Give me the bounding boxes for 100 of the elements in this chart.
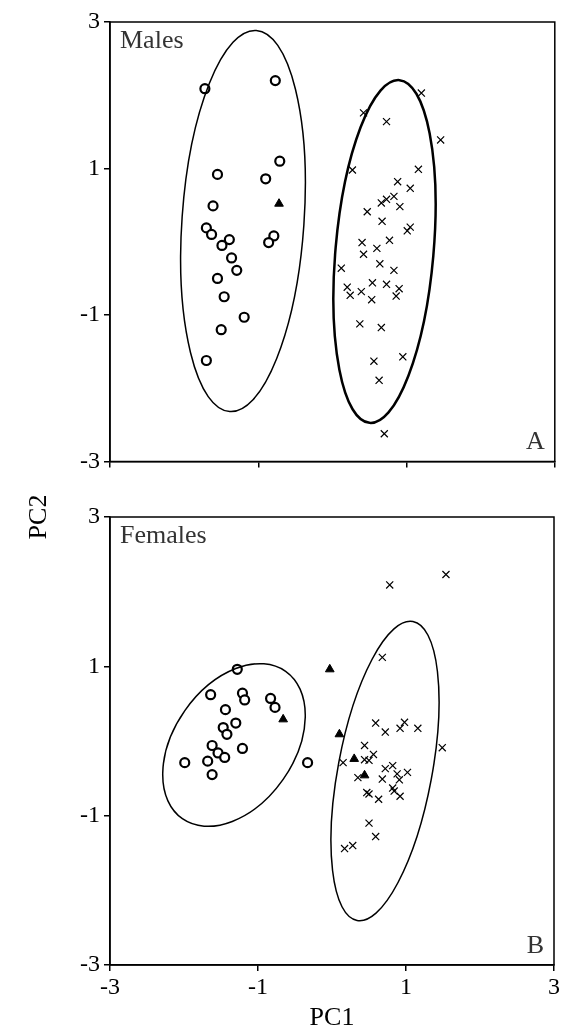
- point: [211, 272, 224, 285]
- point: [360, 755, 369, 764]
- point: [372, 244, 382, 253]
- point: [374, 376, 384, 385]
- point: [403, 768, 412, 777]
- point: [239, 694, 251, 706]
- y-tick-label: 3: [88, 502, 100, 529]
- point: [375, 259, 384, 268]
- point: [274, 155, 286, 167]
- point: [369, 357, 379, 366]
- point: [380, 429, 389, 438]
- point: [360, 741, 369, 750]
- x-tick-label: -1: [248, 972, 268, 999]
- point: [334, 728, 345, 738]
- point: [340, 844, 349, 853]
- point: [362, 788, 371, 797]
- point: [377, 323, 386, 332]
- point: [223, 234, 235, 246]
- point: [390, 786, 399, 796]
- point: [367, 295, 376, 304]
- x-tick-label: 3: [548, 972, 560, 999]
- point: [301, 757, 314, 769]
- point: [338, 758, 348, 767]
- point: [231, 264, 243, 276]
- annotation: Males: [120, 24, 184, 54]
- y-tick-label: -3: [80, 950, 100, 977]
- point: [359, 250, 368, 259]
- point: [406, 184, 415, 193]
- point: [395, 792, 405, 801]
- point: [359, 108, 368, 117]
- point: [207, 200, 219, 212]
- point: [263, 236, 275, 249]
- point: [274, 198, 284, 207]
- point: [269, 75, 281, 87]
- point: [264, 692, 277, 705]
- y-tick-label: -1: [80, 300, 100, 327]
- point: [230, 717, 242, 729]
- point: [363, 207, 372, 216]
- point: [393, 177, 402, 186]
- point: [369, 750, 378, 759]
- point: [218, 291, 230, 303]
- point: [357, 287, 366, 296]
- point: [337, 264, 346, 273]
- point: [205, 689, 217, 701]
- point: [403, 226, 412, 235]
- point: [398, 352, 407, 361]
- y-tick-label: -3: [80, 446, 100, 473]
- point: [216, 239, 228, 252]
- annotation: Females: [120, 519, 207, 549]
- point: [414, 165, 423, 174]
- x-axis-title: PC1: [309, 1002, 355, 1032]
- y-axis-title: PC2: [23, 494, 53, 540]
- point: [381, 727, 390, 737]
- point: [377, 217, 387, 226]
- point: [219, 751, 231, 764]
- point: [406, 223, 415, 232]
- point: [357, 238, 367, 247]
- point: [381, 764, 390, 773]
- point: [236, 742, 249, 755]
- point: [348, 165, 357, 175]
- point: [389, 266, 399, 275]
- point: [278, 713, 288, 723]
- point: [413, 724, 422, 733]
- annotation: A: [526, 426, 546, 456]
- point: [385, 580, 394, 590]
- point: [355, 319, 364, 328]
- point: [202, 755, 214, 767]
- point: [388, 783, 397, 793]
- point: [371, 832, 380, 841]
- point: [324, 663, 335, 673]
- point: [382, 195, 391, 204]
- point: [260, 173, 272, 185]
- point: [349, 753, 360, 762]
- point: [269, 701, 281, 713]
- point: [179, 757, 191, 769]
- point: [417, 88, 426, 98]
- point: [400, 718, 409, 727]
- point: [353, 773, 363, 782]
- point: [206, 769, 218, 781]
- point: [436, 135, 445, 145]
- y-tick-label: -1: [80, 800, 100, 827]
- point: [221, 728, 233, 740]
- point: [382, 280, 391, 289]
- point: [374, 795, 383, 804]
- point: [219, 704, 232, 716]
- y-tick-label: 1: [88, 651, 100, 678]
- point: [364, 819, 374, 828]
- point: [211, 168, 224, 180]
- point: [371, 718, 380, 728]
- point: [206, 739, 218, 752]
- point: [368, 278, 377, 287]
- point: [377, 198, 386, 208]
- point: [205, 228, 218, 241]
- point: [388, 761, 397, 770]
- point: [378, 653, 387, 662]
- y-tick-label: 1: [88, 153, 100, 180]
- point: [225, 252, 238, 264]
- y-tick-label: 3: [88, 7, 100, 34]
- point: [389, 192, 399, 201]
- point: [378, 774, 387, 784]
